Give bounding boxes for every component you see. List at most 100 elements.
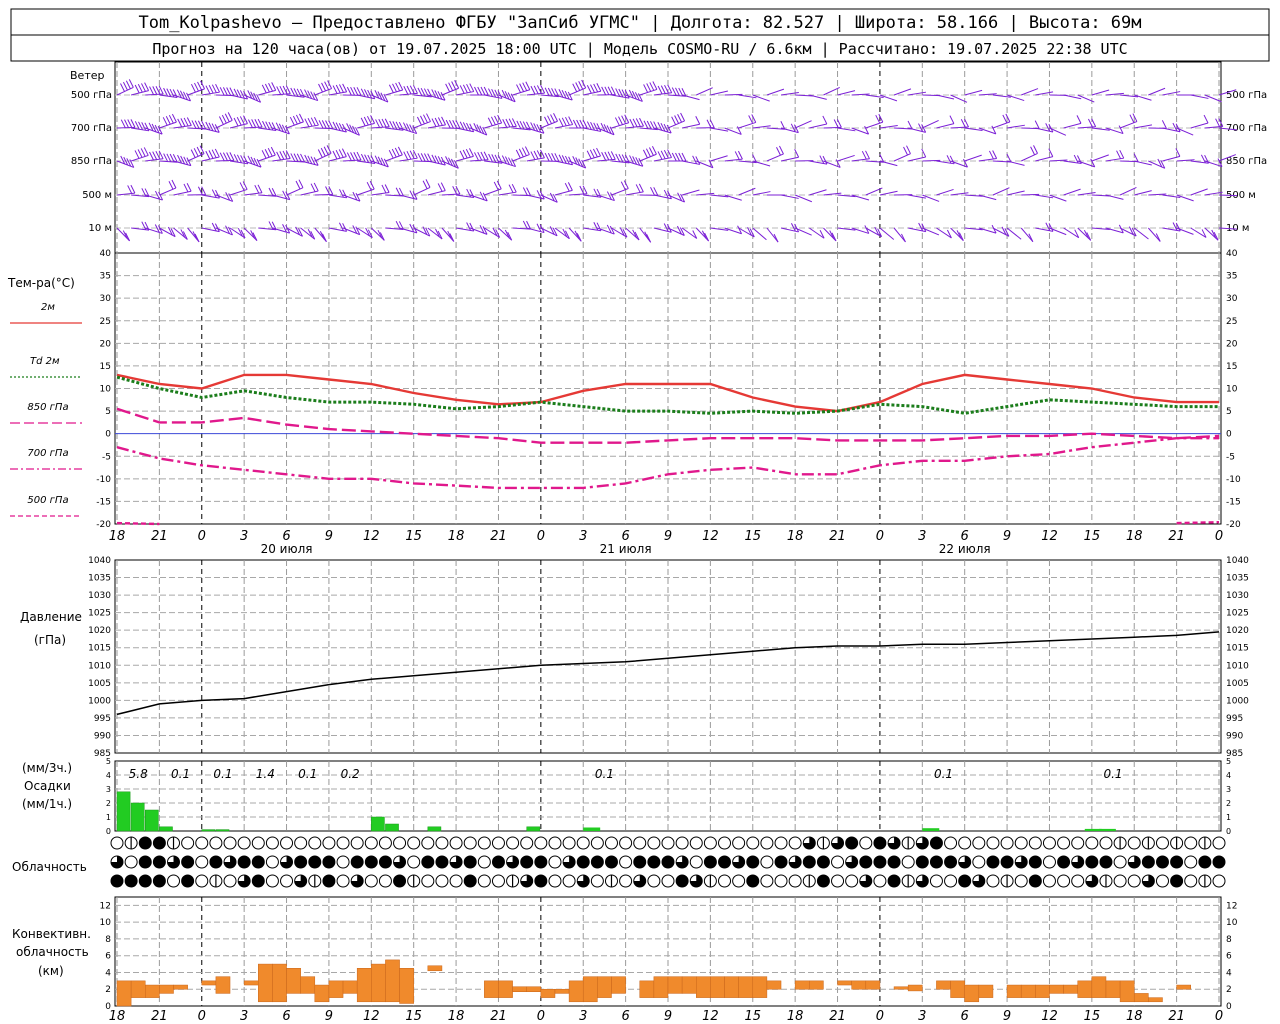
- wind-barb-feather: [275, 122, 281, 131]
- wind-barb-feather: [350, 152, 356, 161]
- cloud-symbol: [548, 874, 562, 888]
- wind-barb: [215, 227, 233, 236]
- wind-barb: [978, 227, 997, 234]
- cloud-symbol: [449, 874, 463, 888]
- wind-barb-feather: [992, 150, 998, 159]
- wind-barb-feather: [409, 124, 415, 133]
- wind-barb: [131, 90, 149, 96]
- wind-barb-feather: [313, 92, 319, 101]
- wind-barb-feather: [459, 85, 465, 94]
- wind-barb-feather: [350, 86, 356, 96]
- convective-bar: [215, 976, 231, 994]
- convective-bar: [145, 984, 160, 998]
- wind-barb-feather: [134, 121, 140, 130]
- wind-barb: [780, 227, 799, 233]
- temp-tick-right: 0: [1226, 430, 1232, 440]
- wind-barb: [936, 160, 955, 165]
- cloud-symbol: [1071, 874, 1085, 888]
- wind-barb: [244, 192, 263, 196]
- wind-barb-feather: [409, 190, 415, 199]
- wind-barb-feather: [607, 151, 613, 160]
- wind-barb-feather: [440, 92, 446, 101]
- wind-barb-feather: [320, 147, 326, 157]
- wind-barb: [639, 227, 652, 243]
- cloud-symbol: [364, 874, 378, 888]
- wind-barb: [1035, 91, 1054, 96]
- conv-tick-right: 12: [1226, 901, 1237, 911]
- cloud-symbol-mark: [167, 856, 180, 868]
- wind-barb: [159, 121, 177, 129]
- cloud-symbol: [986, 836, 1000, 850]
- wind-barb: [526, 92, 545, 96]
- wind-barb: [837, 90, 856, 96]
- wind-barb-feather: [268, 221, 274, 230]
- wind-barb: [837, 227, 856, 231]
- wind-barb-feather: [586, 85, 592, 94]
- wind-barb: [823, 160, 841, 168]
- wind-barb-feather: [144, 82, 150, 91]
- convective-bar: [371, 963, 386, 1003]
- wind-barb-feather: [536, 190, 542, 199]
- wind-barb-feather: [420, 87, 426, 97]
- cloud-symbol: [280, 836, 294, 850]
- wind-barb-feather: [228, 193, 234, 202]
- wind-barb-feather: [462, 84, 468, 94]
- wind-barb: [484, 227, 500, 238]
- hour-label-bottom: 3: [579, 1009, 587, 1024]
- cloud-symbol-mark: [294, 875, 307, 888]
- cloud-symbol: [1057, 855, 1071, 869]
- wind-barb: [922, 159, 941, 162]
- wind-barb-feather: [539, 190, 545, 200]
- convective-bar: [484, 980, 499, 998]
- wind-barb-feather: [497, 90, 503, 99]
- cloud-symbol: [774, 855, 788, 869]
- hour-label-bottom: 0: [537, 1009, 545, 1024]
- precip-amount-label: 0.1: [1103, 767, 1122, 781]
- cloud-symbol-mark: [690, 875, 703, 888]
- wind-barb-feather: [239, 182, 245, 191]
- wind-barb-feather: [516, 84, 521, 93]
- wind-barb-feather: [874, 226, 880, 236]
- wind-barb-feather: [554, 88, 560, 97]
- hour-label-bottom: 6: [961, 1009, 969, 1024]
- wind-barb-feather: [321, 82, 326, 92]
- wind-barb-feather: [395, 220, 401, 230]
- wind-barb-feather: [154, 190, 160, 200]
- hour-label-bottom: 18: [109, 1009, 126, 1024]
- wind-barb: [780, 156, 799, 162]
- wind-barb-feather: [282, 190, 288, 200]
- wind-barb: [229, 160, 248, 165]
- wind-barb: [385, 227, 404, 230]
- wind-barb: [229, 123, 248, 129]
- wind-barb-feather: [663, 123, 669, 133]
- wind-barb-feather: [434, 90, 440, 99]
- wind-barb-feather: [651, 146, 657, 155]
- wind-barb-feather: [270, 146, 276, 156]
- wind-barb-feather: [632, 156, 638, 165]
- wind-barb-feather: [462, 122, 468, 131]
- wind-barb-feather: [211, 189, 217, 198]
- wind-barb: [851, 194, 870, 201]
- cloud-symbol: [1155, 874, 1169, 888]
- wind-barb-feather: [530, 85, 536, 95]
- wind-barb: [244, 126, 263, 129]
- wind-barb-feather: [313, 116, 319, 126]
- wind-barb-feather: [313, 157, 319, 166]
- wind-barb-feather: [437, 156, 443, 165]
- cloud-symbol: [463, 836, 477, 850]
- wind-barb-feather: [561, 117, 567, 127]
- wind-barb: [116, 86, 134, 96]
- wind-barb-feather: [166, 88, 172, 97]
- wind-barb: [1162, 194, 1181, 199]
- wind-barb-feather: [646, 120, 652, 130]
- temp-tick-right: -20: [1226, 520, 1241, 530]
- hour-label-bottom: 3: [918, 1009, 926, 1024]
- wind-level-left: 700 гПа: [71, 123, 112, 134]
- wind-barb-feather: [752, 154, 758, 163]
- wind-barb-feather: [158, 191, 164, 201]
- wind-barb-feather: [734, 151, 740, 160]
- precip-amount-label: 5.8: [129, 767, 148, 781]
- wind-barb-feather: [494, 89, 500, 99]
- convective-bar: [201, 980, 217, 986]
- wind-barb: [1105, 157, 1124, 162]
